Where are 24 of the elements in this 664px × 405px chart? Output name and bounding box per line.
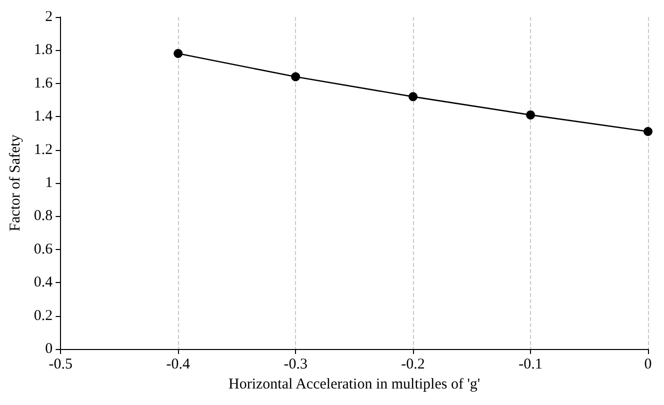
x-axis-title: Horizontal Acceleration in multiples of 'g' [228,376,480,392]
y-tick-label: 2 [45,9,53,25]
y-tick-label: 1.4 [34,108,54,125]
point [526,110,536,120]
y-axis-title: Factor of Safety [8,134,24,232]
point [174,49,183,58]
y-tick-label: 1.6 [34,75,54,92]
point [644,127,652,136]
y-tick-label: 0 [45,341,53,357]
x-tick-label: -0.1 [518,356,542,372]
y-tick-label: 0.8 [34,208,53,224]
x-tick-label: 0 [644,356,652,372]
y-tick-label: 1.8 [34,42,53,58]
x-tick-label: -0.3 [284,356,308,372]
x-tick-label: -0.5 [48,356,73,372]
x-tick-label: -0.4 [166,356,190,372]
y-tick-label: 1 [45,175,53,191]
y-tick-label: 0.6 [34,241,54,258]
y-tick-label: 1.2 [34,142,53,158]
point [291,72,300,82]
y-tick-label: 0.2 [34,308,53,324]
point [408,92,418,102]
x-tick-label: -0.2 [401,356,425,372]
y-tick-label: 0.4 [34,274,54,291]
